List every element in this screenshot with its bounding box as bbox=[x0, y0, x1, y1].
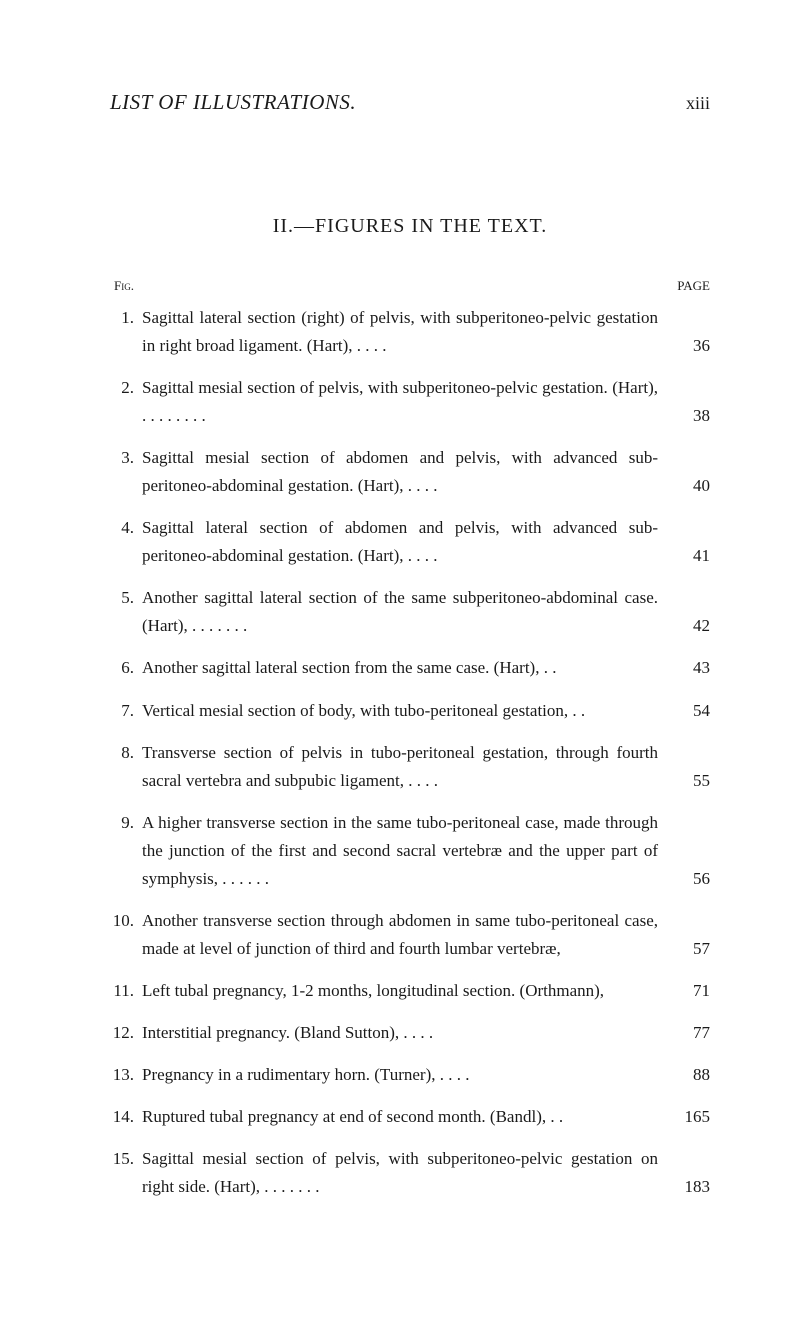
entry-number: 12. bbox=[110, 1019, 134, 1047]
entry-page: 40 bbox=[666, 472, 710, 500]
entry-page: 71 bbox=[666, 977, 710, 1005]
entry-number: 14. bbox=[110, 1103, 134, 1131]
section-title: II.—FIGURES IN THE TEXT. bbox=[110, 215, 710, 238]
list-item: 9. A higher transverse section in the sa… bbox=[110, 809, 710, 893]
entry-text: A higher transverse section in the same … bbox=[110, 809, 710, 893]
fig-column-label: Fig. bbox=[110, 278, 134, 294]
entry-page: 38 bbox=[666, 402, 710, 430]
page-column-label: PAGE bbox=[677, 278, 710, 294]
entry-number: 7. bbox=[110, 697, 134, 725]
entry-text: Sagittal mesial section of abdomen and p… bbox=[110, 444, 710, 500]
list-item: 12. Interstitial pregnancy. (Bland Sutto… bbox=[110, 1019, 710, 1047]
list-item: 10. Another transverse section through a… bbox=[110, 907, 710, 963]
list-item: 4. Sagittal lateral section of abdomen a… bbox=[110, 514, 710, 570]
list-item: 14. Ruptured tubal pregnancy at end of s… bbox=[110, 1103, 710, 1131]
header-row: LIST OF ILLUSTRATIONS. xiii bbox=[110, 90, 710, 115]
entry-text: Left tubal pregnancy, 1-2 months, longit… bbox=[110, 977, 710, 1005]
entry-text: Interstitial pregnancy. (Bland Sutton), … bbox=[110, 1019, 710, 1047]
page-numeral: xiii bbox=[686, 93, 710, 114]
entry-text: Vertical mesial section of body, with tu… bbox=[110, 697, 710, 725]
entry-number: 3. bbox=[110, 444, 134, 472]
entry-page: 42 bbox=[666, 612, 710, 640]
entry-number: 15. bbox=[110, 1145, 134, 1173]
list-item: 2. Sagittal mesial section of pelvis, wi… bbox=[110, 374, 710, 430]
entry-number: 11. bbox=[110, 977, 134, 1005]
entry-page: 43 bbox=[666, 654, 710, 682]
list-item: 5. Another sagittal lateral section of t… bbox=[110, 584, 710, 640]
list-item: 1. Sagittal lateral section (right) of p… bbox=[110, 304, 710, 360]
column-labels: Fig. PAGE bbox=[110, 278, 710, 294]
entry-text: Ruptured tubal pregnancy at end of secon… bbox=[110, 1103, 710, 1131]
entry-page: 56 bbox=[666, 865, 710, 893]
entry-text: Sagittal mesial section of pelvis, with … bbox=[110, 374, 710, 430]
list-item: 3. Sagittal mesial section of abdomen an… bbox=[110, 444, 710, 500]
entry-text: Another transverse section through abdom… bbox=[110, 907, 710, 963]
list-item: 8. Transverse section of pelvis in tubo-… bbox=[110, 739, 710, 795]
entry-page: 88 bbox=[666, 1061, 710, 1089]
entry-text: Pregnancy in a rudimentary horn. (Turner… bbox=[110, 1061, 710, 1089]
entry-text: Sagittal mesial section of pelvis, with … bbox=[110, 1145, 710, 1201]
entry-text: Another sagittal lateral section from th… bbox=[110, 654, 710, 682]
entry-number: 5. bbox=[110, 584, 134, 612]
entry-page: 77 bbox=[666, 1019, 710, 1047]
list-item: 15. Sagittal mesial section of pelvis, w… bbox=[110, 1145, 710, 1201]
entry-number: 10. bbox=[110, 907, 134, 935]
entry-number: 8. bbox=[110, 739, 134, 767]
list-item: 7. Vertical mesial section of body, with… bbox=[110, 697, 710, 725]
entry-page: 165 bbox=[666, 1103, 710, 1131]
entry-number: 6. bbox=[110, 654, 134, 682]
entry-number: 1. bbox=[110, 304, 134, 332]
entry-text: Sagittal lateral section of abdomen and … bbox=[110, 514, 710, 570]
entry-page: 55 bbox=[666, 767, 710, 795]
entry-number: 4. bbox=[110, 514, 134, 542]
list-item: 6. Another sagittal lateral section from… bbox=[110, 654, 710, 682]
entry-text: Sagittal lateral section (right) of pelv… bbox=[110, 304, 710, 360]
figure-list: 1. Sagittal lateral section (right) of p… bbox=[110, 304, 710, 1215]
entry-text: Another sagittal lateral section of the … bbox=[110, 584, 710, 640]
entry-number: 9. bbox=[110, 809, 134, 837]
entry-page: 54 bbox=[666, 697, 710, 725]
entry-text: Transverse section of pelvis in tubo-per… bbox=[110, 739, 710, 795]
entry-number: 2. bbox=[110, 374, 134, 402]
header-title: LIST OF ILLUSTRATIONS. bbox=[110, 90, 356, 115]
entry-page: 57 bbox=[666, 935, 710, 963]
entry-page: 36 bbox=[666, 332, 710, 360]
list-item: 11. Left tubal pregnancy, 1-2 months, lo… bbox=[110, 977, 710, 1005]
list-item: 13. Pregnancy in a rudimentary horn. (Tu… bbox=[110, 1061, 710, 1089]
entry-page: 41 bbox=[666, 542, 710, 570]
entry-page: 183 bbox=[666, 1173, 710, 1201]
entry-number: 13. bbox=[110, 1061, 134, 1089]
